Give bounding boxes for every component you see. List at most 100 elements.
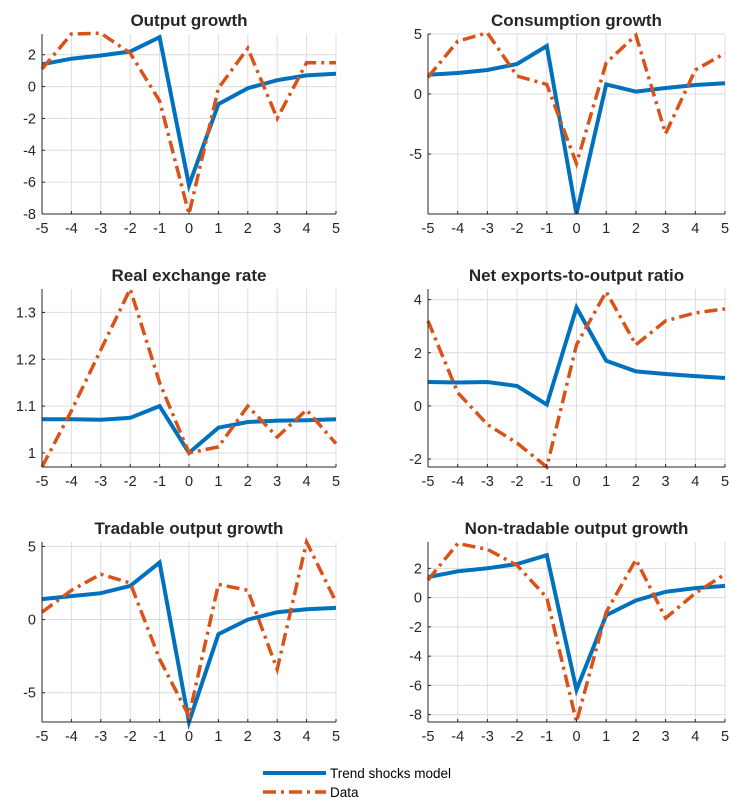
x-tick-label: 5 bbox=[332, 221, 340, 237]
panel-5: -5 -4 -3 -2 -1 0 1 2 3 4 5 -5 0 5 Tradable output grow… bbox=[23, 519, 340, 745]
x-tick-label: 4 bbox=[303, 221, 311, 237]
y-tick-label: 0 bbox=[414, 591, 422, 607]
x-tick-label: -1 bbox=[153, 474, 166, 490]
y-tick-label: 1.2 bbox=[16, 352, 36, 368]
x-tick-label: 5 bbox=[721, 221, 729, 237]
y-tick-label: 5 bbox=[28, 539, 36, 555]
x-tick-label: -1 bbox=[540, 221, 553, 237]
legend-label-data: Data bbox=[330, 785, 359, 800]
x-tick-label: 3 bbox=[662, 221, 670, 237]
x-tick-label: -5 bbox=[36, 474, 49, 490]
x-tick-label: -5 bbox=[422, 729, 435, 745]
y-tick-label: -5 bbox=[23, 686, 36, 702]
panel-title: Tradable output growth bbox=[95, 519, 284, 538]
y-tick-label: 2 bbox=[28, 48, 36, 64]
x-tick-label: 0 bbox=[572, 474, 580, 490]
y-tick-label: 0 bbox=[414, 87, 422, 103]
x-tick-label: 4 bbox=[691, 221, 699, 237]
x-tick-label: 0 bbox=[185, 474, 193, 490]
legend: Trend shocks model Data bbox=[263, 766, 451, 800]
y-tick-label: 0 bbox=[414, 399, 422, 415]
y-tick-label: 4 bbox=[414, 293, 422, 309]
x-tick-label: 3 bbox=[662, 474, 670, 490]
x-tick-label: -5 bbox=[36, 221, 49, 237]
series-line-model bbox=[427, 302, 726, 408]
y-tick-label: 0 bbox=[28, 613, 36, 629]
panel-title: Net exports-to-output ratio bbox=[469, 266, 684, 285]
y-tick-label: 2 bbox=[414, 346, 422, 362]
y-tick-label: 5 bbox=[414, 27, 422, 43]
y-tick-label: -6 bbox=[23, 175, 36, 191]
x-tick-label: 0 bbox=[185, 221, 193, 237]
y-tick-label: -5 bbox=[409, 147, 422, 163]
x-tick-label: -3 bbox=[94, 221, 107, 237]
x-tick-label: 3 bbox=[273, 729, 281, 745]
x-tick-label: -3 bbox=[94, 474, 107, 490]
y-tick-label: -4 bbox=[23, 143, 36, 159]
x-tick-label: -1 bbox=[153, 221, 166, 237]
x-tick-label: -4 bbox=[65, 474, 78, 490]
x-tick-label: 1 bbox=[602, 221, 610, 237]
x-tick-label: 3 bbox=[273, 474, 281, 490]
x-tick-label: -5 bbox=[422, 221, 435, 237]
y-tick-label: -8 bbox=[23, 207, 36, 223]
panel-2: -5 -4 -3 -2 -1 0 1 2 3 4 5 -5 0 5 Consumption growth bbox=[409, 11, 729, 237]
x-tick-label: 5 bbox=[721, 729, 729, 745]
legend-label-model: Trend shocks model bbox=[330, 766, 451, 781]
series-line-data bbox=[40, 536, 338, 722]
x-tick-label: -2 bbox=[511, 221, 524, 237]
x-tick-label: 2 bbox=[632, 474, 640, 490]
x-tick-label: -1 bbox=[540, 474, 553, 490]
x-tick-label: -4 bbox=[451, 729, 464, 745]
x-tick-label: -2 bbox=[511, 729, 524, 745]
series-line-model bbox=[41, 34, 337, 193]
x-tick-label: 3 bbox=[273, 221, 281, 237]
x-tick-label: -2 bbox=[124, 729, 137, 745]
x-tick-label: 1 bbox=[214, 729, 222, 745]
x-tick-label: 3 bbox=[662, 729, 670, 745]
x-tick-label: -4 bbox=[451, 221, 464, 237]
series-line-data bbox=[426, 30, 726, 170]
y-tick-label: -6 bbox=[409, 678, 422, 694]
x-tick-label: 1 bbox=[214, 221, 222, 237]
x-tick-label: -5 bbox=[36, 729, 49, 745]
panel-title: Non-tradable output growth bbox=[465, 519, 689, 538]
x-tick-label: -4 bbox=[451, 474, 464, 490]
x-tick-label: -4 bbox=[65, 221, 78, 237]
y-tick-label: 2 bbox=[414, 561, 422, 577]
panel-6: -5 -4 -3 -2 -1 0 1 2 3 4 5 -8 -6 -4 -2 0 2 Non-tradable o… bbox=[409, 519, 729, 745]
x-tick-label: -4 bbox=[65, 729, 78, 745]
panel-title: Real exchange rate bbox=[112, 266, 267, 285]
series-line-data bbox=[40, 284, 338, 468]
x-tick-label: -3 bbox=[481, 729, 494, 745]
x-tick-label: -2 bbox=[124, 474, 137, 490]
x-tick-label: 2 bbox=[632, 729, 640, 745]
series-line-data bbox=[426, 288, 726, 471]
x-tick-label: -2 bbox=[511, 474, 524, 490]
panel-1: -5 -4 -3 -2 -1 0 1 2 3 4 5 -8 -6 -4 -2 0 2 Output growth bbox=[23, 11, 340, 237]
x-tick-label: -5 bbox=[422, 474, 435, 490]
x-tick-label: 1 bbox=[602, 474, 610, 490]
y-tick-label: 1.3 bbox=[16, 305, 36, 321]
panel-title: Output growth bbox=[130, 11, 247, 30]
x-tick-label: 2 bbox=[632, 221, 640, 237]
x-tick-label: 5 bbox=[721, 474, 729, 490]
y-tick-label: 1 bbox=[28, 446, 36, 462]
x-tick-label: 1 bbox=[214, 474, 222, 490]
panel-3: -5 -4 -3 -2 -1 0 1 2 3 4 5 1 1.1 1.2 1.3 Real exchange … bbox=[16, 266, 340, 490]
x-tick-label: -3 bbox=[481, 474, 494, 490]
x-tick-label: 4 bbox=[691, 729, 699, 745]
y-tick-label: -8 bbox=[409, 708, 422, 724]
x-tick-label: 2 bbox=[244, 729, 252, 745]
y-tick-label: 0 bbox=[28, 80, 36, 96]
x-tick-label: -1 bbox=[153, 729, 166, 745]
x-tick-label: 5 bbox=[332, 729, 340, 745]
x-tick-label: 1 bbox=[602, 729, 610, 745]
y-tick-label: -2 bbox=[409, 452, 422, 468]
y-tick-label: -2 bbox=[23, 111, 36, 127]
x-tick-label: 4 bbox=[303, 474, 311, 490]
y-tick-label: 1.1 bbox=[16, 399, 36, 415]
y-tick-label: -2 bbox=[409, 620, 422, 636]
x-tick-label: 2 bbox=[244, 221, 252, 237]
x-tick-label: 4 bbox=[691, 474, 699, 490]
